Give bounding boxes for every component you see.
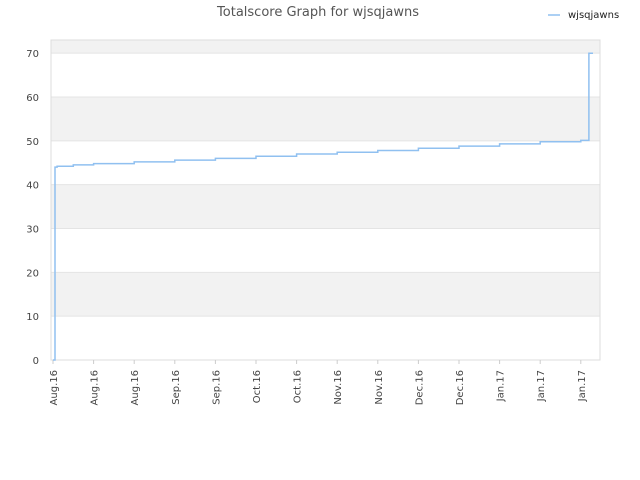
y-tick-label: 30 [26,224,39,235]
x-tick-label: Aug.16 [90,370,101,405]
plot-band [51,272,600,317]
x-tick-label: Aug.16 [130,370,141,405]
y-tick-label: 70 [26,49,39,60]
x-tick-label: Nov.16 [333,370,344,405]
legend: wjsqjawns [548,10,619,21]
y-tick-label: 10 [26,312,39,323]
plot-band [51,184,600,229]
plot-band [51,40,600,54]
chart-title: Totalscore Graph for wjsqjawns [216,5,419,20]
plot-band [51,96,600,141]
x-tick-label: Aug.16 [49,370,60,405]
plot-band [51,316,600,360]
series-layer [53,52,593,361]
plot-band [51,53,600,97]
x-tick-label: Sep.16 [171,370,182,405]
y-tick-label: 50 [26,137,39,148]
x-tick-label: Oct.16 [252,370,263,403]
legend-label: wjsqjawns [568,10,619,21]
plot-border [50,39,601,361]
y-axis: 0 10 20 30 40 50 60 70 [26,49,39,367]
y-tick-label: 40 [26,181,39,192]
plot-bands [51,40,600,360]
plot-band [51,140,600,185]
plot-band [51,228,600,273]
x-tick-label: Nov.16 [374,370,385,405]
x-tick-label: Dec.16 [414,370,425,405]
y-tick-label: 20 [26,268,39,279]
x-tick-label: Dec.16 [455,370,466,405]
x-tick-label: Jan.17 [577,370,588,402]
x-tick-label: Jan.17 [536,370,547,402]
x-tick-label: Sep.16 [211,370,222,405]
x-tick-label: Jan.17 [496,370,507,402]
x-axis: Aug.16 Aug.16 Aug.16 Sep.16 Sep.16 Oct.16 Oct.… [49,360,588,405]
y-tick-label: 0 [33,356,39,367]
x-tick-label: Oct.16 [293,370,304,403]
series-line [53,52,593,361]
y-tick-label: 60 [26,93,39,104]
